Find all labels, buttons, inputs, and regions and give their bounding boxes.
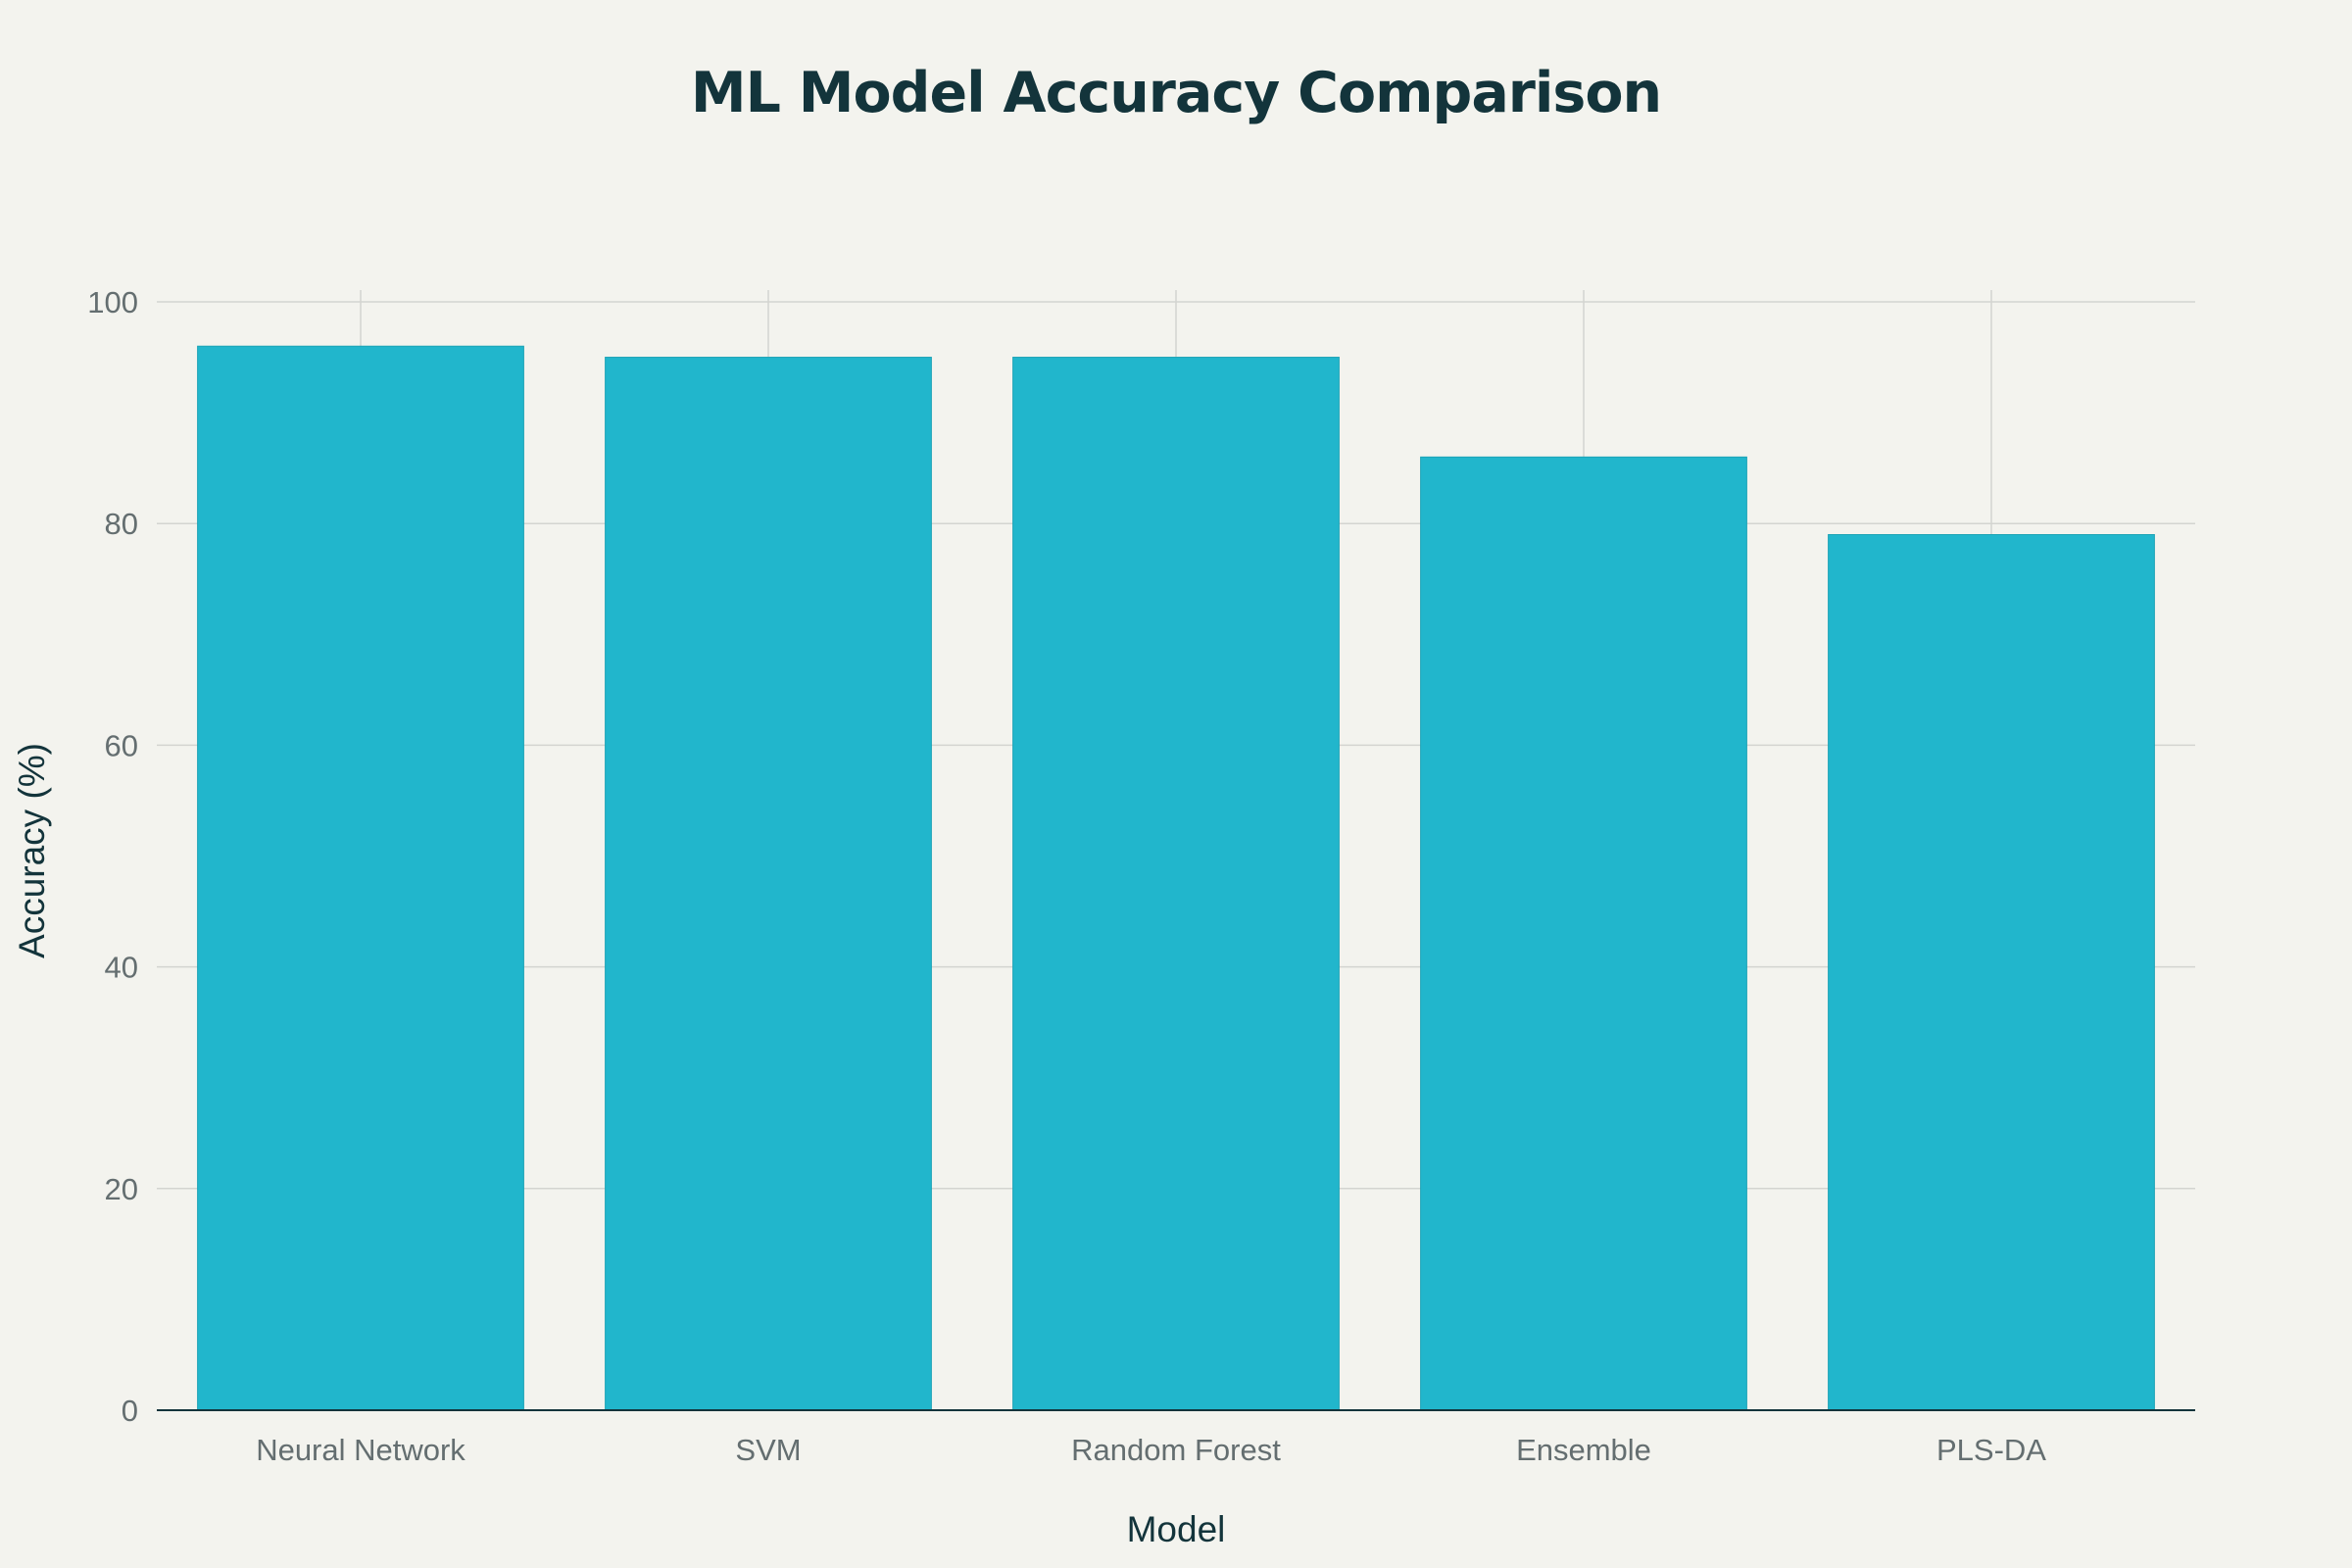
bar-ensemble: [1420, 456, 1747, 1411]
x-axis-title: Model: [1127, 1509, 1226, 1549]
y-axis-title: Accuracy (%): [12, 743, 52, 958]
bar-neural-network: [197, 345, 524, 1411]
bar-layer: [197, 345, 2155, 1411]
x-tick-label: Neural Network: [256, 1433, 466, 1467]
chart-title: ML Model Accuracy Comparison: [690, 61, 1662, 125]
bar-pls-da: [1828, 534, 2155, 1411]
y-tick-label: 40: [105, 951, 138, 985]
x-tick-label: PLS-DA: [1936, 1433, 2046, 1467]
x-tick-label: SVM: [735, 1433, 801, 1467]
bar-random-forest: [1012, 357, 1340, 1411]
x-tick-label: Ensemble: [1516, 1433, 1651, 1467]
y-tick-label: 20: [105, 1172, 138, 1206]
y-tick-label: 60: [105, 728, 138, 762]
y-tick-label: 0: [122, 1394, 138, 1428]
y-tick-labels: 0 20 40 60 80 100: [87, 285, 138, 1428]
x-tick-label: Random Forest: [1071, 1433, 1281, 1467]
y-tick-label: 100: [87, 285, 138, 319]
y-tick-label: 80: [105, 507, 138, 541]
x-tick-labels: Neural Network SVM Random Forest Ensemble PL…: [256, 1433, 2046, 1467]
bar-svm: [605, 357, 932, 1411]
